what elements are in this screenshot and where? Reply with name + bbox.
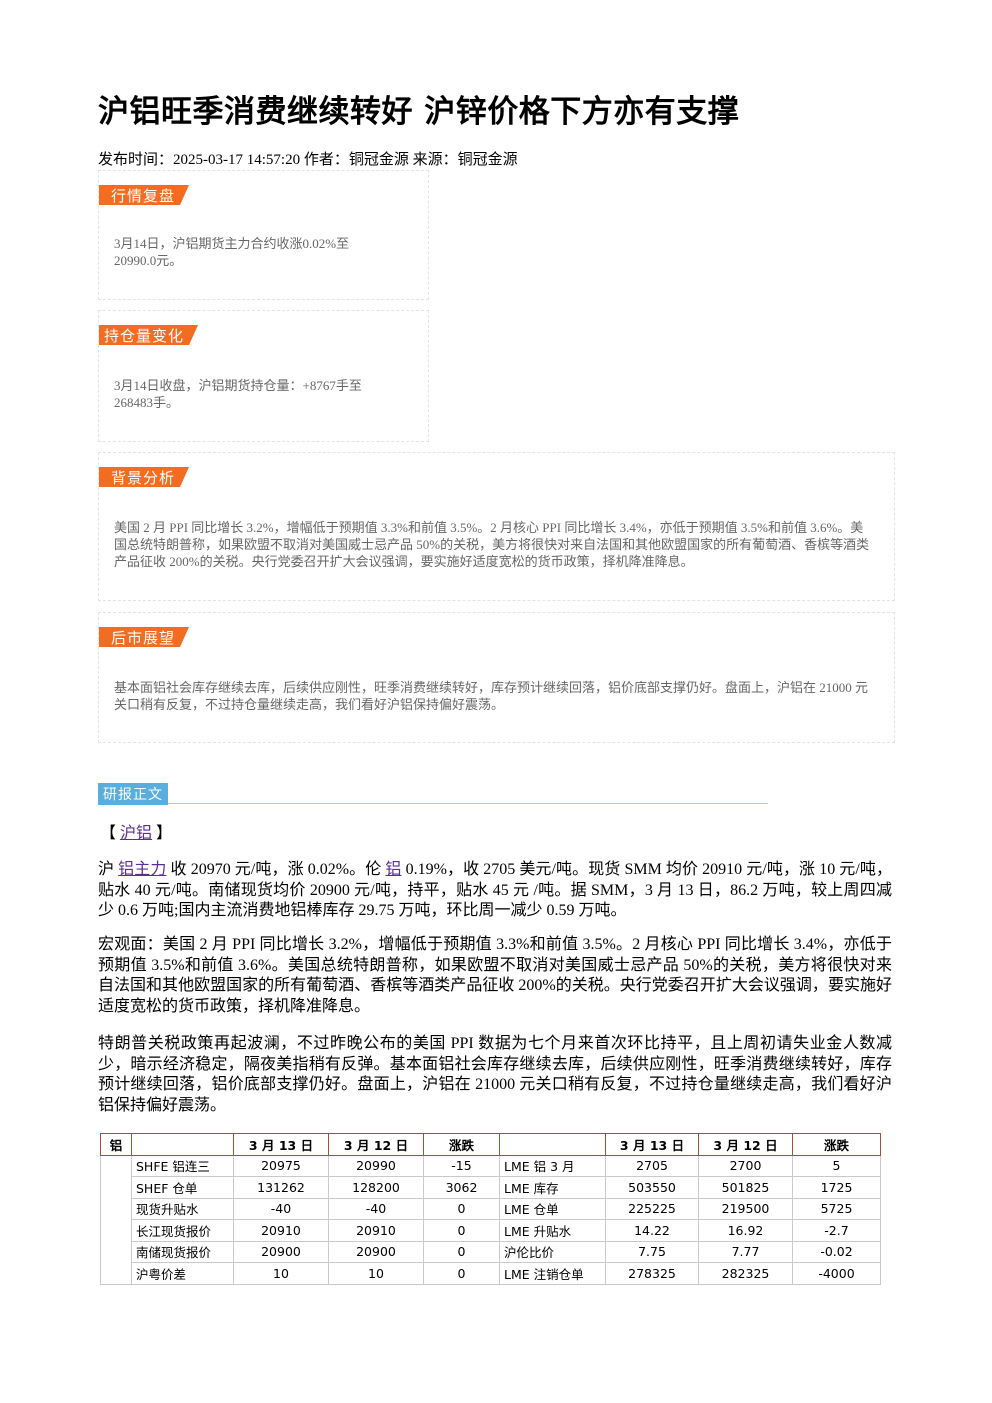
header-blank [131,1133,234,1156]
cell: 5 [792,1154,881,1177]
row-name: LME 库存 [499,1176,606,1199]
row-name: 沪伦比价 [499,1240,606,1263]
cell: -15 [423,1154,500,1177]
cell: 128200 [328,1176,424,1199]
cell: -2.7 [792,1219,881,1242]
title: 沪铝旺季消费继续转好 沪锌价格下方亦有支撑 [98,94,740,130]
report-label: 研报正文 [98,783,168,805]
report-tag: 【 沪铝 】 [100,819,172,843]
table-row: SHEF 仓单 131262 128200 3062 LME 库存 503550 50182… [101,1176,881,1199]
cell: 0 [423,1219,500,1242]
bracket: 【 [100,825,117,842]
corner: 铝 [100,1133,132,1156]
section-heading: 背景分析 [99,467,189,487]
cell: 20910 [233,1219,329,1242]
report-label-bar: 研报正文 [98,783,768,805]
table-row: SHFE 铝连三 20975 20990 -15 LME 铝 3 月 2705 2700 5 [100,1154,881,1285]
data-table: 铝 3 月 13 日 3 月 12 日 涨跌 3 月 13 日 3 月 12 日… [100,1133,881,1285]
row-name: LME 注销仓单 [499,1262,606,1285]
cell: 3062 [423,1176,500,1199]
row-name: SHEF 仓单 [131,1176,234,1199]
section-box: 后市展望 基本面铝社会库存继续去库，后续供应刚性，旺季消费继续转好，库存预计继续… [98,612,895,743]
cell: 10 [328,1262,424,1285]
section-text: 3月14日收盘，沪铝期货持仓量：+8767手至268483手。 [114,378,362,410]
cell: 7.75 [605,1240,699,1263]
tag-link[interactable]: 沪铝 [120,825,153,842]
section-box: 持仓量变化 3月14日收盘，沪铝期货持仓量：+8767手至268483手。 [98,310,429,442]
section-heading: 持仓量变化 [99,325,198,345]
cell: 219500 [698,1197,793,1220]
cell: 5725 [792,1197,881,1220]
row-name: LME 升贴水 [499,1219,606,1242]
header: 3 月 13 日 [605,1133,699,1156]
text: 沪 [98,861,119,878]
cell: 7.77 [698,1240,793,1263]
cell: 282325 [698,1262,793,1285]
cell: 225225 [605,1197,699,1220]
header: 涨跌 [792,1133,881,1156]
cell: -0.02 [792,1240,881,1263]
cell: 0 [423,1240,500,1263]
header: 涨跌 [423,1133,500,1156]
cell: 278325 [605,1262,699,1285]
cell: -40 [233,1197,329,1220]
section-heading: 行情复盘 [99,185,189,205]
row-name: 沪粤价差 [131,1262,234,1285]
cell: 1725 [792,1176,881,1199]
cell: 20910 [328,1219,424,1242]
header: 3 月 12 日 [698,1133,793,1156]
section-box: 背景分析 美国 2 月 PPI 同比增长 3.2%，增幅低于预期值 3.3%和前… [98,452,895,601]
header-blank [499,1133,606,1156]
header: 3 月 13 日 [233,1133,329,1156]
header: 3 月 12 日 [328,1133,424,1156]
section-heading: 后市展望 [99,627,189,647]
cell: 131262 [233,1176,329,1199]
cell: 20900 [328,1240,424,1263]
table-row: 现货升贴水 -40 -40 0 LME 仓单 225225 219500 5725 [101,1197,881,1220]
cell: 501825 [698,1176,793,1199]
cell: 2705 [605,1154,699,1177]
table-row: 沪粤价差 10 10 0 LME 注销仓单 278325 282325 -4000 [101,1262,881,1285]
section-text: 基本面铝社会库存继续去库，后续供应刚性，旺季消费继续转好，库存预计继续回落，铝价… [114,680,869,712]
meta: 发布时间：2025-03-17 14:57:20 作者：铜冠金源 来源：铜冠金源 [98,152,518,168]
table-row: 南储现货报价 20900 20900 0 沪伦比价 7.75 7.77 -0.02 [101,1240,881,1263]
paragraph: 沪 铝主力 收 20970 元/吨，涨 0.02%。伦 铝 0.19%，收 27… [98,860,892,922]
table-row: 长江现货报价 20910 20910 0 LME 升贴水 14.22 16.92 -2.7 [101,1219,881,1242]
row-name: 长江现货报价 [131,1219,234,1242]
bracket: 】 [156,825,173,842]
link[interactable]: 铝 [385,861,402,878]
row-name: 现货升贴水 [131,1197,234,1220]
cell: 20900 [233,1240,329,1263]
row-span [100,1154,132,1285]
cell: 0 [423,1262,500,1285]
text: 0.19%，收 2705 美元/吨。现货 SMM 均价 20910 元/吨，涨 … [98,861,892,919]
cell: 20975 [233,1154,329,1177]
text: 收 20970 元/吨，涨 0.02%。伦 [170,861,386,878]
section-text: 3月14日，沪铝期货主力合约收涨0.02%至20990.0元。 [114,236,350,268]
section-box: 行情复盘 3月14日，沪铝期货主力合约收涨0.02%至20990.0元。 [98,170,429,300]
row-name: LME 铝 3 月 [499,1154,606,1177]
row-name: 南储现货报价 [131,1240,234,1263]
row-name: SHFE 铝连三 [131,1154,234,1177]
cell: -4000 [792,1262,881,1285]
paragraph: 特朗普关税政策再起波澜，不过昨晚公布的美国 PPI 数据为七个月来首次环比持平，… [98,1035,892,1114]
cell: 14.22 [605,1219,699,1242]
cell: 0 [423,1197,500,1220]
cell: 2700 [698,1154,793,1177]
link[interactable]: 铝主力 [118,861,167,878]
cell: -40 [328,1197,424,1220]
section-text: 美国 2 月 PPI 同比增长 3.2%，增幅低于预期值 3.3%和前值 3.5… [114,520,870,569]
cell: 16.92 [698,1219,793,1242]
paragraph: 宏观面：美国 2 月 PPI 同比增长 3.2%，增幅低于预期值 3.3%和前值… [98,936,892,1015]
cell: 10 [233,1262,329,1285]
cell: 503550 [605,1176,699,1199]
row-name: LME 仓单 [499,1197,606,1220]
cell: 20990 [328,1154,424,1177]
